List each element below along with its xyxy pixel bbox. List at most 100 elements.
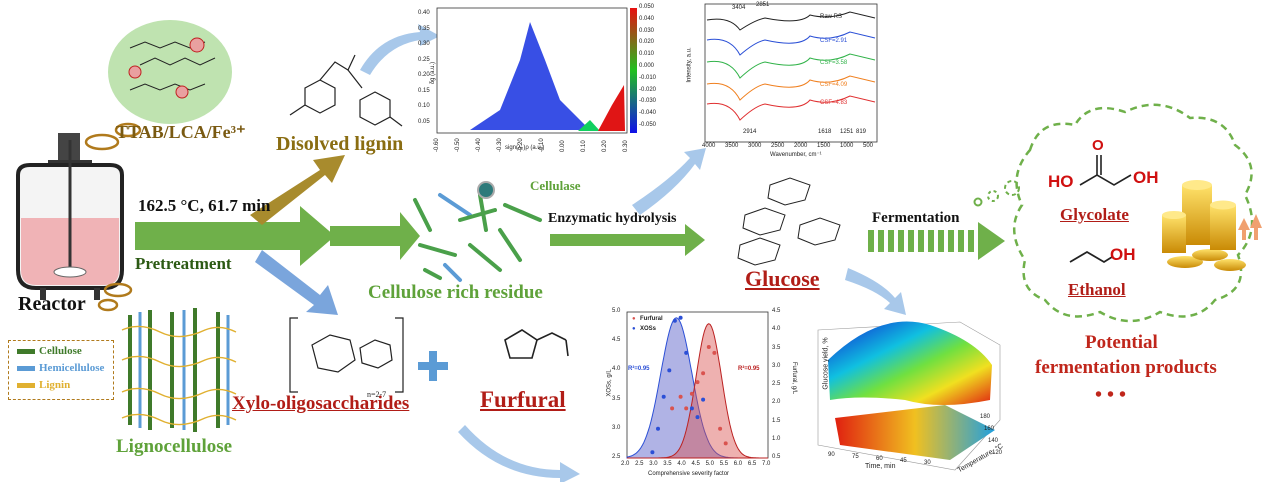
surface-xtick: 90 — [828, 452, 835, 458]
igm-ytick: 0.40 — [418, 10, 430, 16]
surface-xtick: 30 — [924, 460, 931, 466]
legend-lignin: Lignin — [17, 379, 70, 391]
lignocellulose-fibres — [121, 308, 237, 432]
ftir-series-label: Raw RS — [820, 14, 843, 20]
igm-cbar-tick: -0.020 — [639, 86, 657, 93]
igm-ytick: 0.30 — [418, 41, 430, 47]
furfural-point — [684, 406, 689, 411]
igm-xtick: -0.10 — [539, 138, 545, 152]
xos-ytick: 5.0 — [612, 308, 621, 314]
cloud-dot-2 — [987, 190, 999, 202]
igm-cbar-tick: -0.010 — [639, 74, 657, 81]
furfural-ytick: 2.5 — [772, 381, 781, 387]
furfural-ytick: 2.0 — [772, 399, 781, 406]
igm-ytick: 0.10 — [418, 103, 430, 109]
legend-furfural: Furfural — [640, 316, 663, 322]
igm-xtick: 0.10 — [581, 140, 587, 152]
hydrolysis-label: Enzymatic hydrolysis — [548, 211, 677, 226]
igm-ytick: 0.05 — [418, 118, 430, 125]
furfural-point — [689, 391, 694, 396]
xos-ylabel: XOSs, g/L — [606, 369, 613, 397]
igm-xtick: 0.30 — [623, 140, 629, 152]
furfural-point — [718, 426, 723, 431]
surface-ytick: 180 — [980, 414, 991, 420]
xos-ytick: 4.5 — [612, 337, 621, 344]
catalyst-bubble — [108, 20, 232, 124]
xos-point — [650, 450, 655, 455]
xos-label: Xylo-oligosaccharides — [232, 393, 410, 414]
xos-xlabel: Comprehensive severity factor — [648, 471, 730, 477]
igm-cbar-tick: -0.050 — [639, 122, 657, 128]
furfural-point — [670, 406, 675, 411]
igm-cbar-tick: 0.010 — [639, 51, 655, 58]
fermentation-label: Fermentation — [872, 210, 960, 226]
furfural-ytick: 3.5 — [772, 344, 781, 351]
legend-cellulose-text: Cellulose — [39, 345, 82, 357]
ftir-xlabel: Wavenumber, cm⁻¹ — [770, 152, 822, 158]
furfural-ytick: 0.5 — [772, 454, 781, 460]
ftir-series-label: CSF=4.09 — [820, 82, 848, 88]
xos-xtick: 5.0 — [705, 461, 714, 467]
products-ellipsis: • • • — [1095, 384, 1127, 406]
ftir-peak-label: 1618 — [818, 129, 832, 135]
cellulose-residue-label: Cellulose rich residue — [368, 282, 543, 303]
ftir-xtick: 500 — [863, 143, 874, 149]
legend-hemicellulose-text: Hemicellulose — [39, 362, 105, 374]
to-cellulose-arrow — [330, 212, 420, 260]
ftir-peak-label: 2851 — [756, 2, 770, 8]
xos-xtick: 5.5 — [719, 461, 729, 467]
surface-xtick: 75 — [852, 454, 859, 460]
xos-r2-annotation: R²=0.95 — [628, 366, 650, 372]
fermentation-arrow — [868, 222, 1005, 260]
surface-ytick: 160 — [984, 426, 995, 432]
igm-cbar-tick: 0.040 — [639, 15, 655, 22]
cloud-dot-1 — [1004, 180, 1020, 196]
lignin-structure — [289, 54, 403, 127]
xos-point — [695, 415, 700, 420]
legend-swatch-lignin — [17, 382, 35, 388]
surface-ytick: 140 — [988, 438, 999, 444]
cellulase-label: Cellulase — [530, 178, 581, 193]
igm-ytick: 0.25 — [418, 56, 430, 63]
cellulose-fibres — [413, 181, 542, 282]
igm-cbar-tick: 0.020 — [639, 39, 655, 46]
bubble-decorations — [84, 122, 142, 312]
furfural-ylabel: Furfural, g/L — [791, 361, 798, 395]
products-caption-line2: fermentation products — [1035, 357, 1217, 378]
ethanol-oh: OH — [1110, 245, 1136, 264]
igm-ytick: 0.35 — [418, 25, 430, 32]
furfural-ytick: 1.5 — [772, 417, 781, 424]
xos-point — [684, 350, 689, 355]
xos-xtick: 6.0 — [733, 461, 743, 467]
to-igm-arrow — [360, 24, 440, 75]
ftir-xtick: 4000 — [702, 143, 716, 149]
xos-point — [689, 406, 694, 411]
glucose-label: Glucose — [745, 266, 820, 291]
furfural-point — [701, 371, 706, 376]
ftir-series-label: CSF=2.91 — [820, 38, 848, 44]
ftir-ylabel: Intensity, a.u. — [686, 47, 693, 83]
xos-furfural-chart — [626, 311, 769, 459]
furfural-label: Furfural — [480, 387, 566, 412]
xos-n-label: n=2-7 — [367, 390, 387, 399]
igm-ylabel: δg (a.u.) — [430, 61, 437, 85]
xos-point — [701, 397, 706, 402]
glycolate-o: O — [1092, 137, 1104, 154]
surface-xlabel: Time, min — [865, 463, 896, 470]
legend-marker-xos: ● — [632, 326, 636, 332]
legend-xos: XOSs — [640, 326, 657, 332]
product-ethanol: Ethanol — [1068, 280, 1126, 299]
xos-xtick: 2.5 — [635, 461, 644, 467]
igm-xtick: 0.20 — [602, 140, 608, 152]
product-glycolate: Glycolate — [1060, 205, 1129, 224]
igm-cbar-tick: 0.030 — [639, 27, 655, 34]
legend-swatch-cellulose — [17, 348, 35, 354]
legend-marker-furfural: ● — [632, 316, 636, 322]
growth-arrows-icon — [1238, 214, 1262, 240]
to-xos-chart-arrow — [458, 425, 580, 482]
ftir-series-label: CSF=4.83 — [820, 100, 848, 106]
lignin-label: Disolved lignin — [276, 133, 404, 155]
xos-point — [656, 426, 660, 431]
ftir-xtick: 2000 — [794, 143, 808, 149]
